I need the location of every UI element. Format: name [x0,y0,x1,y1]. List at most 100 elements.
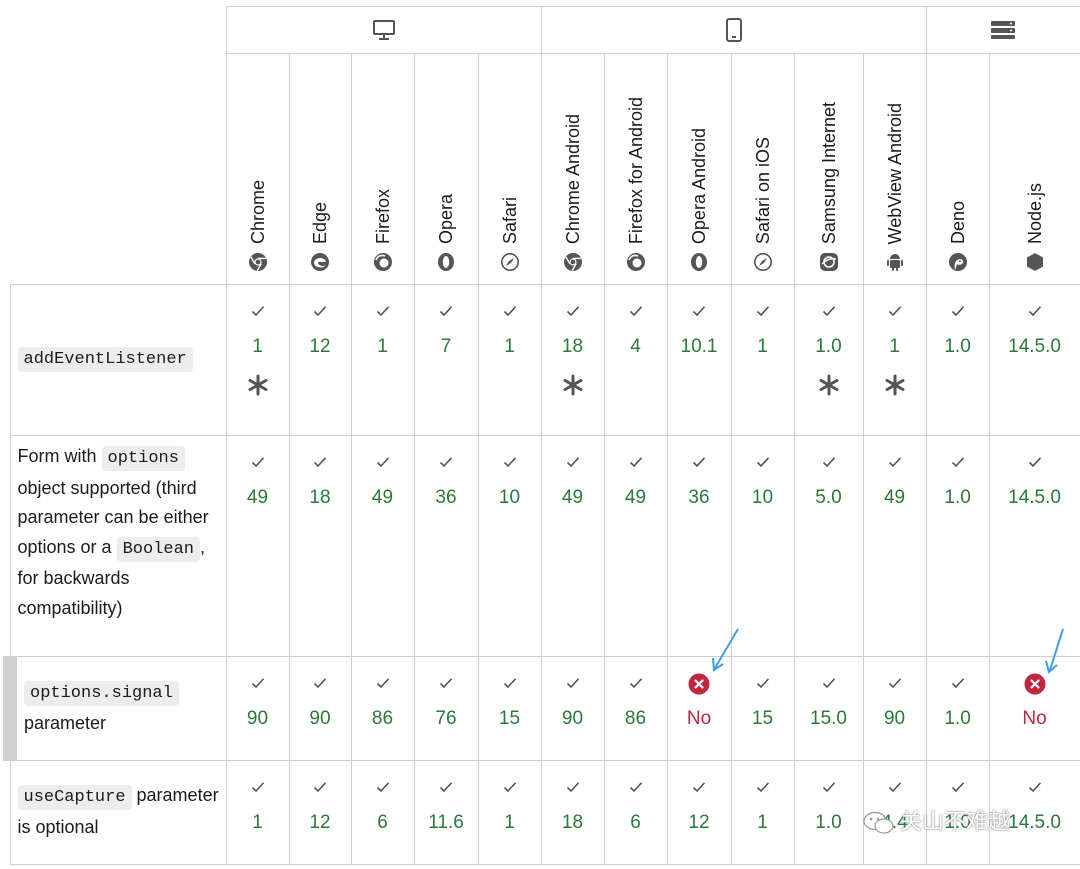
check-icon [439,306,453,317]
version-label: 12 [309,812,331,833]
browser-name: Safari [499,196,520,244]
support-cell[interactable]: 1.0 [925,656,990,761]
support-cell[interactable]: 14.5.0 [988,760,1080,865]
desktop-monitor-icon [372,20,395,40]
version-label: 49 [371,487,394,508]
check-icon [951,678,964,689]
support-cell[interactable]: 36 [666,435,732,657]
support-cell[interactable]: 1 [730,284,795,436]
support-cell[interactable]: 11.6 [413,760,479,865]
browser-header: Node.js [988,53,1080,285]
version-label: 15.0 [810,708,847,729]
support-cell[interactable]: 7 [413,284,479,436]
check-icon [629,306,642,317]
support-cell[interactable]: 1.0 [793,760,864,865]
browser-header: Edge [288,53,352,285]
support-cell[interactable]: 1 [477,284,542,436]
version-label: 14.5.0 [1008,487,1061,508]
support-cell[interactable]: No [666,656,732,761]
support-cell[interactable]: 49 [862,435,927,657]
check-icon [951,457,964,468]
footnote-asterisk-icon[interactable] [247,374,269,396]
version-label: 1 [252,336,263,357]
support-cell[interactable]: 14.5.0 [988,435,1080,657]
support-cell[interactable]: 1 [730,760,795,865]
version-label: 6 [630,812,641,833]
support-cell[interactable]: 4 [603,284,668,436]
check-icon [251,678,264,689]
support-cell[interactable]: 36 [413,435,479,657]
support-cell[interactable]: 18 [288,435,352,657]
support-cell[interactable]: 1.0 [793,284,864,436]
support-cell[interactable]: 14.5.0 [988,284,1080,436]
footnote-asterisk-icon[interactable] [818,374,840,396]
footnote-asterisk-icon[interactable] [884,374,906,396]
platform-header-mobile [540,6,927,54]
support-cell[interactable]: 1 [477,760,542,865]
version-label: 1.0 [944,336,971,357]
version-label: 12 [688,812,710,833]
feature-name: Form with options object supported (thir… [9,435,227,657]
browser-header: WebView Android [862,53,927,285]
version-label: No [686,708,712,729]
version-label: No [1022,708,1047,729]
browser-name: Deno [947,200,968,244]
support-cell[interactable]: 18 [540,284,605,436]
check-icon [376,457,389,468]
support-cell[interactable]: 90 [540,656,605,761]
support-cell[interactable]: No [988,656,1080,761]
support-cell[interactable]: 12 [666,760,732,865]
footnote-asterisk-icon[interactable] [562,374,584,396]
support-cell[interactable]: 1.0 [925,760,990,865]
support-cell[interactable]: 10 [730,435,795,657]
version-label: 7 [440,336,452,357]
support-cell[interactable]: 90 [862,656,927,761]
support-cell[interactable]: 86 [350,656,415,761]
support-cell[interactable]: 6 [350,760,415,865]
check-icon [951,782,964,793]
support-cell[interactable]: 12 [288,284,352,436]
support-cell[interactable]: 5.0 [793,435,864,657]
version-label: 1 [889,336,900,357]
version-label: 15 [751,708,774,729]
support-cell[interactable]: 1 [350,284,415,436]
feature-code[interactable]: options.signal [24,681,179,706]
feature-code[interactable]: options [101,446,185,471]
support-cell[interactable]: 10.1 [666,284,732,436]
support-cell[interactable]: 86 [603,656,668,761]
support-cell[interactable]: 1.0 [925,435,990,657]
support-cell[interactable]: 15.0 [793,656,864,761]
support-cell[interactable]: 12 [288,760,352,865]
support-cell[interactable]: 18 [540,760,605,865]
support-cell[interactable]: 1 [862,284,927,436]
version-label: 49 [883,487,906,508]
support-cell[interactable]: 49 [225,435,290,657]
feature-code[interactable]: addEventListener [17,347,193,372]
feature-code[interactable]: Boolean [116,536,200,562]
support-cell[interactable]: 6 [603,760,668,865]
feature-row: useCapture parameter is optional 1 12 6 11.6… [9,760,1080,865]
support-cell[interactable]: 1 [225,284,290,436]
version-label: 1.0 [815,812,842,833]
support-cell[interactable]: 76 [413,656,479,761]
support-cell[interactable]: 49 [350,435,415,657]
browser-name: Chrome [247,179,268,244]
check-icon [503,782,516,793]
feature-code[interactable]: useCapture [17,785,132,810]
support-cell[interactable]: 1 [225,760,290,865]
version-label: 10.1 [680,336,718,357]
support-cell[interactable]: 1.0 [925,284,990,436]
browser-header: Samsung Internet [793,53,864,285]
support-cell[interactable]: 15 [477,656,542,761]
support-cell[interactable]: 90 [225,656,290,761]
support-cell[interactable]: 49 [540,435,605,657]
version-label: 1 [252,812,263,833]
support-cell[interactable]: 10 [477,435,542,657]
check-icon [951,306,964,317]
support-cell[interactable]: 49 [603,435,668,657]
check-icon [1028,782,1041,793]
feature-text: parameter [24,712,107,733]
support-cell[interactable]: 90 [288,656,352,761]
opera-icon [691,253,707,271]
platform-header-server [925,6,1080,54]
